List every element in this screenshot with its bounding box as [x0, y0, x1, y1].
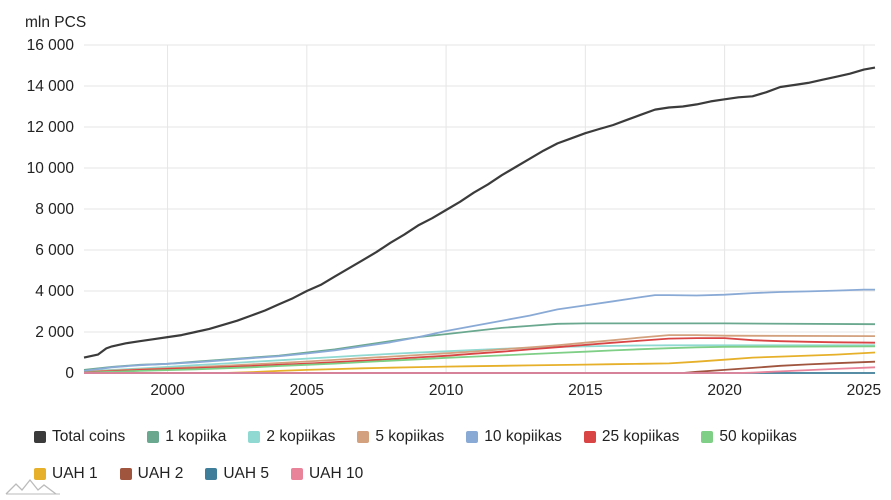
y-tick-label: 10 000 [27, 160, 75, 177]
legend-item[interactable]: UAH 2 [119, 464, 184, 483]
legend-label: 2 kopiikas [266, 427, 336, 445]
legend-label: Total coins [52, 427, 126, 445]
series-line-4 [83, 288, 875, 372]
y-tick-label: 6 000 [35, 242, 74, 259]
line-chart: 0 2 000 4 000 6 000 8 000 10 000 12 000 14 000 1… [25, 14, 881, 399]
legend-item[interactable]: UAH 10 [290, 464, 364, 483]
legend-swatch [119, 467, 132, 480]
x-axis-ticks: 2000 2005 2010 2015 2020 2025 [150, 382, 881, 399]
series-line-6 [83, 345, 876, 374]
legend-swatch [147, 430, 160, 443]
y-tick-label: 12 000 [27, 119, 75, 136]
series-line-0 [83, 66, 876, 359]
legend-label: 50 kopiikas [719, 427, 797, 445]
legend-label: UAH 5 [223, 464, 269, 482]
source-logo-icon [5, 478, 60, 495]
x-tick-label: 2015 [568, 382, 602, 399]
legend-swatch [583, 430, 596, 443]
y-tick-label: 2 000 [35, 324, 74, 341]
legend-swatch [701, 430, 714, 443]
x-tick-label: 2005 [290, 382, 324, 399]
legend-label: 10 kopiikas [484, 427, 562, 445]
legend: Total coins 1 kopiika 2 kopiikas 5 kopiikas… [34, 418, 874, 492]
legend-label: 25 kopiikas [601, 427, 680, 445]
legend-label: 5 kopiikas [375, 427, 445, 445]
legend-item[interactable]: 50 kopiikas [701, 428, 797, 446]
legend-label: 1 kopiika [165, 427, 227, 445]
x-tick-label: 2000 [150, 382, 185, 399]
legend-item[interactable]: 2 kopiikas [248, 428, 335, 446]
series-line-3 [83, 334, 876, 373]
legend-swatch [357, 430, 370, 443]
legend-item[interactable]: 25 kopiikas [583, 427, 680, 446]
legend-item[interactable]: UAH 1 [34, 465, 98, 483]
legend-item[interactable]: Total coins [34, 428, 125, 446]
legend-swatch [466, 430, 479, 443]
legend-label: UAH 1 [52, 464, 98, 482]
legend-swatch [248, 430, 261, 443]
legend-item[interactable]: 5 kopiikas [357, 428, 444, 446]
x-tick-label: 2010 [429, 382, 464, 399]
y-axis-label: mln PCS [25, 14, 86, 31]
x-tick-label: 2020 [707, 382, 742, 399]
y-tick-label: 16 000 [27, 37, 75, 54]
legend-swatch [34, 430, 46, 443]
legend-swatch [34, 467, 46, 480]
y-tick-label: 4 000 [35, 283, 74, 300]
grid-lines [84, 44, 875, 374]
legend-item[interactable]: UAH 5 [205, 465, 269, 483]
y-tick-label: 0 [65, 365, 74, 382]
series-lines [83, 66, 876, 374]
series-line-2 [83, 344, 875, 373]
series-line-5 [83, 337, 876, 374]
legend-swatch [205, 467, 218, 480]
series-line-7 [84, 351, 876, 374]
y-tick-label: 8 000 [35, 201, 74, 218]
legend-swatch [290, 467, 303, 480]
y-tick-label: 14 000 [27, 78, 75, 95]
legend-label: UAH 2 [137, 464, 184, 482]
y-axis-ticks: 0 2 000 4 000 6 000 8 000 10 000 12 000 14 000 1… [27, 37, 75, 382]
legend-label: UAH 10 [308, 464, 364, 482]
series-line-10 [84, 366, 876, 374]
x-tick-label: 2025 [847, 382, 881, 399]
legend-item[interactable]: 10 kopiikas [466, 428, 562, 446]
legend-item[interactable]: 1 kopiika [147, 428, 226, 446]
